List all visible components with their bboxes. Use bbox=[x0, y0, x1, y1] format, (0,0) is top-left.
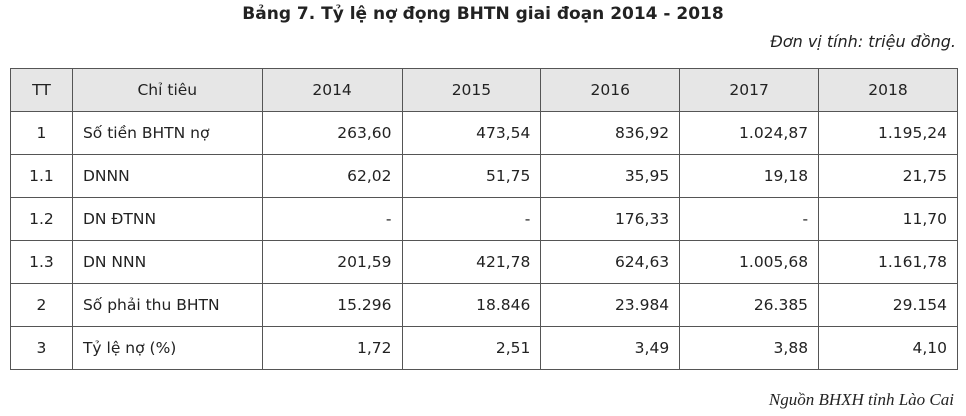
table-cell: 18.846 bbox=[401, 283, 542, 327]
table-cell: 1.1 bbox=[10, 154, 73, 198]
table-row: 1.2 DN ĐTNN - -176,33-11,70 bbox=[10, 197, 958, 241]
table-cell: 1.024,87 bbox=[679, 111, 820, 155]
table-cell: 62,02 bbox=[261, 154, 403, 198]
table-row: 1.3 DN NNN 201,59 421,78 624,63 1.005,68 1.161… bbox=[10, 240, 958, 284]
table-cell: 421,78 bbox=[401, 240, 542, 284]
table-cell: 1.2 bbox=[10, 197, 73, 241]
table-cell: 3,49 bbox=[540, 326, 681, 370]
header-cell: 2014 bbox=[261, 68, 403, 112]
header-cell: TT bbox=[10, 68, 73, 112]
table-row: 1.1 DNNN 62,02 51,75 35,95 19,18 21,75 bbox=[10, 154, 958, 198]
table-cell: 2,51 bbox=[401, 326, 542, 370]
table-title: Bảng 7. Tỷ lệ nợ đọng BHTN giai đoạn 201… bbox=[242, 4, 724, 24]
table-cell: 3 bbox=[10, 326, 73, 370]
table-cell: - bbox=[261, 197, 403, 241]
header-cell: 2017 bbox=[679, 68, 820, 112]
table-cell: 23.984 bbox=[540, 283, 681, 327]
table-cell: 201,59 bbox=[261, 240, 403, 284]
table-cell: 624,63 bbox=[540, 240, 681, 284]
header-cell: 2018 bbox=[818, 68, 958, 112]
table-cell: 29.154 bbox=[818, 283, 958, 327]
header-row: TT Chỉ tiêu 2014 2015 2016 2017 2018 bbox=[10, 68, 958, 112]
table-cell: DN ĐTNN bbox=[71, 197, 263, 241]
table-cell: - bbox=[401, 197, 542, 241]
table-cell: 1.005,68 bbox=[679, 240, 820, 284]
table-cell: 1.161,78 bbox=[818, 240, 958, 284]
table-cell: 1.3 bbox=[10, 240, 73, 284]
table-cell: 2 bbox=[10, 283, 73, 327]
table-cell: 35,95 bbox=[540, 154, 681, 198]
table-cell: DN NNN bbox=[71, 240, 263, 284]
table-cell: Số phải thu BHTN bbox=[71, 283, 263, 327]
table-cell: 19,18 bbox=[679, 154, 820, 198]
header-cell: 2016 bbox=[540, 68, 681, 112]
table-cell: 263,60 bbox=[261, 111, 403, 155]
table-cell: - bbox=[679, 197, 820, 241]
table-cell: 1.195,24 bbox=[818, 111, 958, 155]
table-cell: 1,72 bbox=[261, 326, 403, 370]
table-cell: DNNN bbox=[71, 154, 263, 198]
table-cell: 473,54 bbox=[401, 111, 542, 155]
table-row: 3 Tỷ lệ nợ (%) 1,72 2,51 3,49 3,88 4,10 bbox=[10, 326, 958, 370]
table-row: 1 Số tiền BHTN nợ 263,60 473,54 836,92 1.024,… bbox=[10, 111, 958, 155]
table-cell: 15.296 bbox=[261, 283, 403, 327]
table-cell: 11,70 bbox=[818, 197, 958, 241]
source-note: Nguồn BHXH tỉnh Lào Cai bbox=[768, 390, 954, 409]
table-cell: 21,75 bbox=[818, 154, 958, 198]
header-cell: Chỉ tiêu bbox=[71, 68, 263, 112]
table-cell: 1 bbox=[10, 111, 73, 155]
header-cell: 2015 bbox=[401, 68, 542, 112]
table-cell: 3,88 bbox=[679, 326, 820, 370]
table-cell: Tỷ lệ nợ (%) bbox=[71, 326, 263, 370]
unit-note: Đơn vị tính: triệu đồng. bbox=[770, 32, 956, 51]
table-cell: 26.385 bbox=[679, 283, 820, 327]
data-table: TT Chỉ tiêu 2014 2015 2016 2017 2018 1 Số tiền … bbox=[10, 68, 958, 370]
table-cell: 836,92 bbox=[540, 111, 681, 155]
table-row: 2 Số phải thu BHTN 15.296 18.846 23.984 26.38… bbox=[10, 283, 958, 327]
table-cell: Số tiền BHTN nợ bbox=[71, 111, 263, 155]
table-cell: 176,33 bbox=[540, 197, 681, 241]
table-cell: 4,10 bbox=[818, 326, 958, 370]
table-cell: 51,75 bbox=[401, 154, 542, 198]
